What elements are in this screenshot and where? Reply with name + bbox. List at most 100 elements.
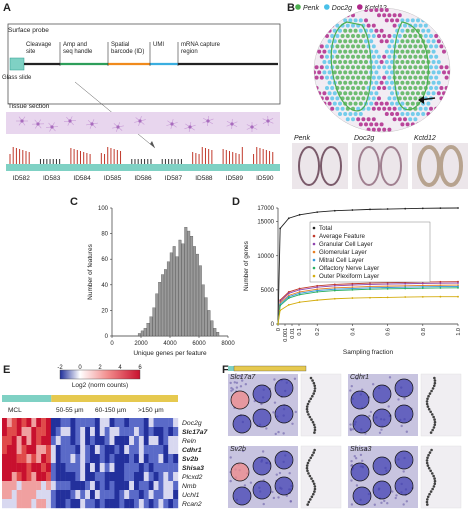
spot [405,122,410,127]
spot [379,70,384,75]
spot [364,39,368,44]
series-point [457,284,459,287]
heatmap-cell [158,490,164,500]
heatmap-cell [65,481,71,491]
colorbar-tick-label: 2 [98,365,102,371]
spot [429,127,433,132]
spot [353,91,358,96]
spot [340,75,345,80]
spot [434,106,439,111]
spot [379,101,384,106]
heatmap-cell [16,499,22,509]
spot [314,44,319,49]
heatmap-cell [168,436,174,446]
heatmap-cell [11,472,17,482]
heatmap-cell [11,481,17,491]
spot [431,101,436,106]
spot [429,106,433,111]
spot [431,80,436,85]
spot [418,86,423,90]
spot-circle [372,408,392,428]
heatmap-cell [109,445,115,455]
heatmap-cell [168,418,174,428]
spot [429,34,433,38]
spot [382,65,387,70]
spot [390,91,394,96]
spot-circle [350,390,370,410]
spot [405,101,410,106]
spot [379,60,384,64]
heatmap-cell [168,445,174,455]
series-point [298,293,301,296]
spot [319,117,324,122]
heatmap-cell [168,490,174,500]
spot [348,101,353,106]
y-tick-label: 10000 [257,254,274,260]
heatmap-cell [21,490,27,500]
spot [447,101,450,106]
heatmap-cell [31,463,37,473]
histogram-bar [204,297,208,337]
heatmap-cell [173,436,179,446]
heatmap-cell [158,454,164,464]
histogram-bar [172,246,176,337]
histogram-bar [146,323,150,337]
heatmap-cell [138,472,144,482]
spatial-id-label: ID583 [43,175,61,182]
connector-arrow-icon [150,141,155,148]
spot [418,44,423,49]
spot [436,91,441,96]
heatmap-cell [129,445,135,455]
spot [340,106,345,111]
heatmap-cell [99,418,105,428]
heatmap-cell [46,490,52,500]
spot [426,122,431,127]
heatmap-cell [80,454,86,464]
spot [392,34,397,38]
series-point [439,295,442,298]
spot [330,127,335,132]
x-tick-label: 8000 [221,341,235,347]
spot [403,34,407,38]
heatmap-cell [94,445,100,455]
spot [377,44,381,49]
heatmap-cell [153,490,159,500]
x-tick-label: 0.4 [350,328,356,336]
heatmap-cell [70,463,76,473]
spot [358,28,363,33]
spot [434,96,439,101]
spot [387,44,392,49]
heatmap-cell [114,454,120,464]
heatmap-cell [46,499,52,509]
spot-circle [350,462,370,482]
heatmap-cell [143,454,149,464]
heatmap-cell [60,463,66,473]
heatmap-cell [129,490,135,500]
histogram-bar [166,261,170,337]
spot [382,127,387,132]
heatmap-cell [6,472,12,482]
spot [387,54,392,59]
spot [335,13,340,18]
spot [379,8,384,12]
series-point [351,287,354,290]
heatmap-cell [41,490,47,500]
gene-row-label: Doc2g [182,420,202,427]
spot [345,44,350,49]
heatmap-cell [50,463,56,473]
spot [325,127,329,132]
heatmap-cell [60,481,66,491]
spot [377,106,381,111]
spot [332,18,337,23]
series-point [439,287,442,289]
heatmap-cell [65,436,71,446]
spot [429,75,433,80]
heatmap-cell [104,481,110,491]
spot [447,28,450,33]
heatmap-cell [16,463,22,473]
heatmap-cell [46,481,52,491]
heatmap-cell [65,490,71,500]
spot [449,54,450,59]
spot [387,65,392,70]
heatmap-cell [109,472,115,482]
